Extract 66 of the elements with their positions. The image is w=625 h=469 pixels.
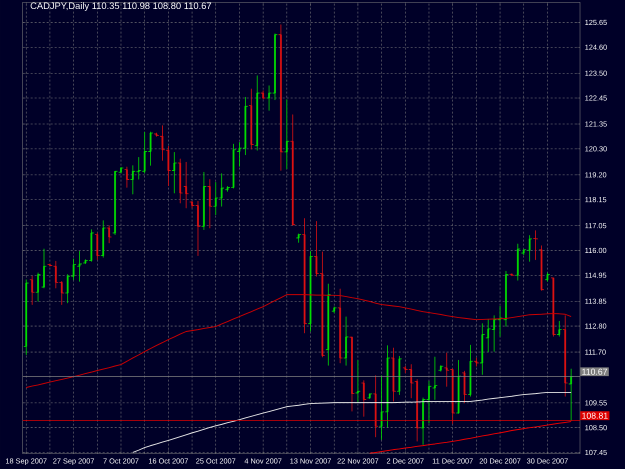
candlestick [41,248,47,288]
candlestick [468,344,474,397]
candlestick [23,279,29,356]
candlestick [308,250,314,332]
candlestick [154,132,160,137]
candlestick [372,375,378,438]
candlestick [201,172,207,230]
candlestick [290,114,296,226]
chart-title: CADJPY,Daily 110.35 110.98 108.80 110.67 [30,2,212,11]
candlestick [532,230,538,260]
candlestick [390,348,396,402]
candlestick [100,220,106,258]
candlestick [361,380,367,417]
candlestick [503,270,509,327]
candlestick [509,273,515,276]
candlestick [260,90,266,100]
candlestick [207,179,213,228]
candlestick [76,250,82,282]
candlestick [544,272,550,282]
candlestick [450,368,456,424]
candlestick [556,320,562,337]
candlestick [106,225,112,244]
candlestick [254,75,260,151]
candlestick [396,356,402,395]
candlestick [130,165,136,194]
candlestick [432,356,438,400]
candlestick [331,306,337,314]
candlestick [526,235,532,262]
candlestick [349,336,355,412]
candlestick [568,368,574,421]
ref-line-label: 108.81 [582,412,608,419]
candlestick [284,99,290,170]
candlestick [343,316,349,366]
candlestick [177,158,183,204]
candlestick [550,277,556,337]
candlestick [118,166,124,174]
candlestick [456,360,462,414]
candlestick [326,284,332,366]
candlestick [444,352,450,387]
candlestick [278,24,284,171]
candlestick [160,125,166,161]
candlestick [515,244,521,281]
candlestick [366,393,373,400]
candlestick [183,162,189,208]
candlestick [166,146,172,186]
candlestick [47,264,53,267]
candlestick [414,379,420,442]
candlestick [480,323,486,375]
ref-line-label: 110.67 [582,368,608,375]
candlestick [520,249,527,256]
candlestick [538,245,544,291]
candlestick [94,232,100,260]
candlestick [474,358,480,367]
candlestick [172,152,178,194]
candlestick [337,288,343,364]
candlestick [248,88,254,150]
candlestick [355,360,361,403]
candlestick [35,272,41,302]
candlestick [302,218,308,334]
candlestick [296,234,302,243]
candlestick [462,370,468,404]
candlestick [124,166,130,188]
candlestick [438,365,444,372]
candlestick [29,276,35,305]
candlestick [136,156,142,180]
candlestick [562,315,568,397]
